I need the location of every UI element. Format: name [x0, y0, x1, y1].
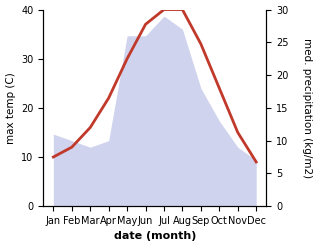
Y-axis label: med. precipitation (kg/m2): med. precipitation (kg/m2) [302, 38, 313, 178]
Y-axis label: max temp (C): max temp (C) [5, 72, 16, 144]
X-axis label: date (month): date (month) [114, 231, 196, 242]
